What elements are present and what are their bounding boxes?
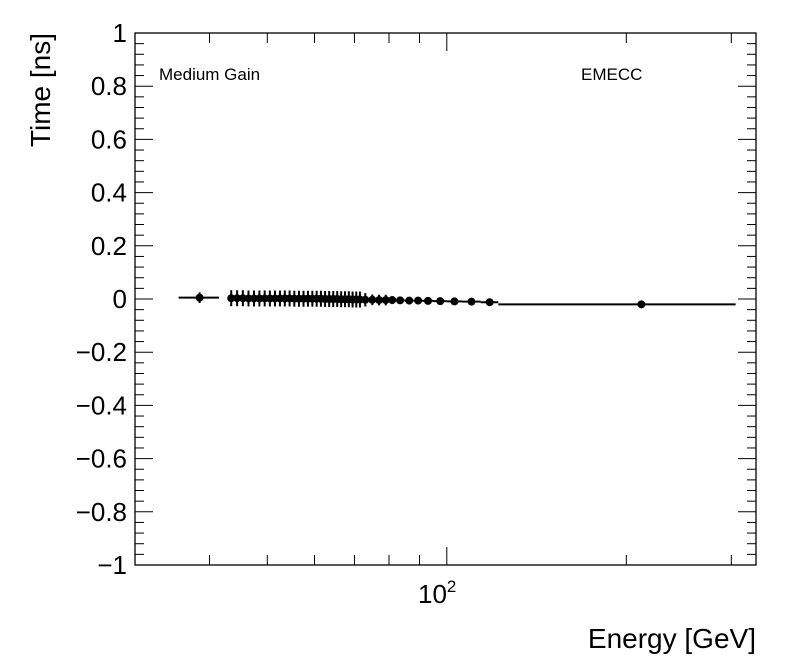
point-marker <box>396 296 405 305</box>
y-tick-label: 0.8 <box>91 71 127 101</box>
point-marker <box>414 296 423 305</box>
y-tick-label: −0.4 <box>76 390 127 420</box>
point-marker <box>375 296 384 305</box>
point-marker <box>227 294 236 303</box>
data-point <box>227 290 236 307</box>
point-marker <box>436 297 445 306</box>
data-point <box>368 294 377 306</box>
y-tick-label: 0.4 <box>91 178 127 208</box>
point-marker <box>485 298 494 307</box>
data-point <box>433 297 447 306</box>
data-point <box>404 296 414 305</box>
data-point <box>446 297 462 306</box>
point-marker <box>424 296 433 305</box>
y-tick-label: −0.6 <box>76 444 127 474</box>
data-point <box>361 293 370 307</box>
y-axis-title: Time [ns] <box>25 33 56 147</box>
point-marker <box>233 294 242 303</box>
point-marker <box>637 300 646 309</box>
data-point <box>461 297 481 306</box>
point-marker <box>405 296 414 305</box>
x-axis-title: Energy [GeV] <box>588 623 756 654</box>
point-marker <box>238 294 247 303</box>
data-point <box>498 300 736 309</box>
annotation-medium-gain: Medium Gain <box>159 65 260 84</box>
data-point <box>388 296 397 305</box>
point-marker <box>450 297 459 306</box>
point-marker <box>388 296 397 305</box>
y-tick-label: 1 <box>113 18 127 48</box>
annotation-emecc: EMECC <box>581 65 642 84</box>
y-tick-label: 0.2 <box>91 231 127 261</box>
data-series <box>178 290 736 309</box>
data-point <box>178 292 220 303</box>
point-marker <box>368 295 377 304</box>
point-marker <box>244 294 253 303</box>
y-tick-label: −0.2 <box>76 337 127 367</box>
y-tick-label: 0 <box>113 284 127 314</box>
point-marker <box>381 296 390 305</box>
point-marker <box>467 297 476 306</box>
point-marker <box>361 295 370 304</box>
y-tick-label: −0.8 <box>76 497 127 527</box>
x-tick-label-base: 10 <box>418 579 447 609</box>
data-point <box>395 296 405 305</box>
y-tick-label: −1 <box>97 550 127 580</box>
y-axis-tick-labels: 1 0.8 0.6 0.4 0.2 0 −0.2 −0.4 −0.6 −0.8 −1 <box>76 18 127 580</box>
point-marker <box>195 293 204 302</box>
y-tick-label: 0.6 <box>91 124 127 154</box>
x-tick-label-exponent: 2 <box>447 577 456 596</box>
data-point <box>375 294 384 306</box>
data-point <box>480 298 499 307</box>
data-point <box>238 290 247 307</box>
x-axis-ticks <box>134 33 732 565</box>
data-point <box>413 296 423 305</box>
data-point <box>233 290 242 307</box>
data-point <box>381 294 390 306</box>
data-point <box>422 296 434 305</box>
y-axis-ticks <box>135 32 756 566</box>
x-tick-label-100: 102 <box>418 577 456 609</box>
